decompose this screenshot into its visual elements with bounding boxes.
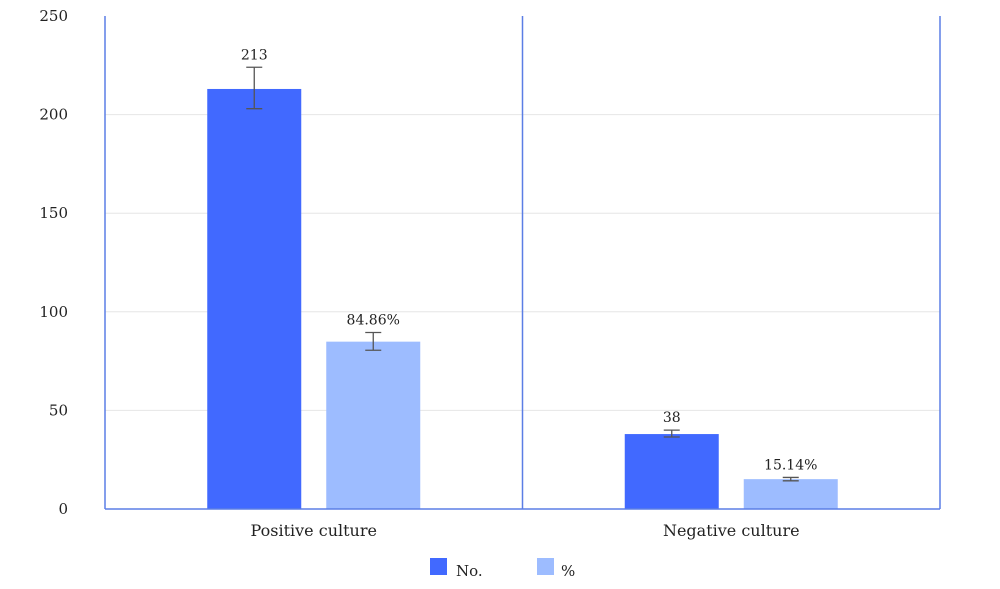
bar-no-positive-culture	[207, 88, 302, 510]
legend-label-no: No.	[456, 562, 483, 580]
category-label: Positive culture	[251, 521, 377, 540]
axes	[104, 16, 941, 510]
y-tick-label: 100	[39, 303, 68, 321]
data-label: 38	[663, 410, 681, 426]
y-tick-label: 150	[39, 204, 68, 222]
y-axis-ticks: 0 50 100 150 200 250	[39, 7, 68, 518]
y-tick-label: 200	[39, 106, 68, 124]
legend: No.%	[430, 558, 575, 580]
data-label: 84.86%	[347, 313, 400, 329]
data-labels: 213 84.86% 38 15.14%	[241, 47, 818, 473]
bar-series-positive-culture	[326, 341, 421, 509]
y-tick-label: 50	[49, 401, 68, 419]
category-label: Negative culture	[663, 521, 800, 540]
data-label: 213	[241, 47, 268, 63]
bar-series-negative-culture	[743, 479, 838, 509]
y-tick-label: 0	[58, 500, 68, 518]
category-labels: Positive culture Negative culture	[251, 521, 800, 540]
legend-swatch-series	[537, 558, 554, 575]
legend-label-series: %	[561, 562, 575, 580]
error-bars	[246, 66, 799, 482]
data-label: 15.14%	[764, 457, 817, 473]
bar-no-negative-culture	[624, 434, 719, 509]
bars	[207, 88, 838, 510]
legend-swatch-no	[430, 558, 447, 575]
y-tick-label: 250	[39, 7, 68, 25]
